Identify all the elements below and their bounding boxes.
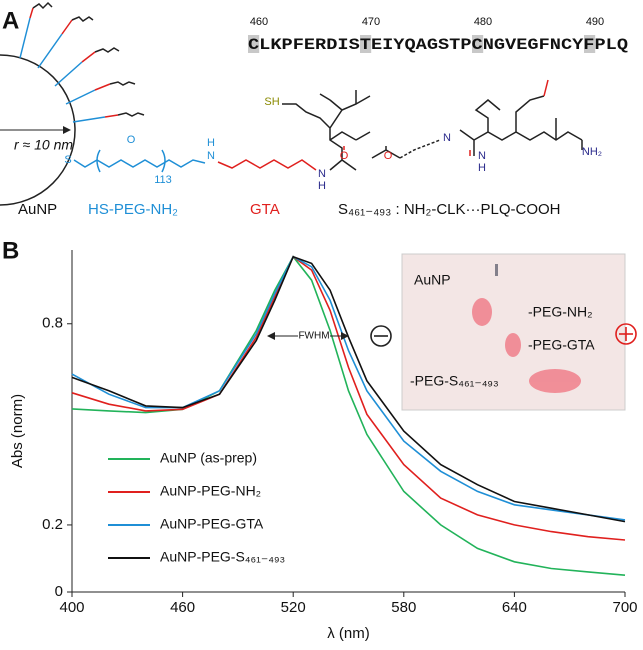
gel-lane-label: -PEG-GTA (528, 337, 595, 353)
label-peg: HS-PEG-NH₂ (88, 201, 178, 218)
atom-label: NH₂ (582, 146, 602, 158)
sequence: CLKPFERDISTEIYQAGSTPCNGVEGFNCYFPLQ (248, 36, 628, 54)
x-tick-label: 400 (59, 599, 84, 616)
nanoparticle (0, 54, 76, 206)
y-tick-label: 0.8 (42, 315, 63, 332)
y-tick-label: 0 (55, 583, 63, 600)
label-aunp: AuNP (18, 201, 57, 218)
legend-label: AuNP-PEG-NH₂ (160, 483, 261, 499)
atom-label: H (318, 180, 326, 192)
structure-bonds (73, 79, 583, 173)
x-tick-label: 700 (612, 599, 637, 616)
residue-number: 480 (474, 16, 492, 28)
gel-lane-label: -PEG-NH₂ (528, 304, 593, 320)
atom-label: 113 (154, 174, 172, 186)
gel-inset (401, 253, 626, 411)
legend-label: AuNP (as-prep) (160, 450, 257, 466)
atom-label: N (207, 150, 215, 162)
atom-label: N (318, 168, 326, 180)
y-axis-title: Abs (norm) (9, 394, 26, 468)
atom-label: O (340, 150, 349, 162)
series-line (71, 255, 626, 541)
x-tick-label: 520 (281, 599, 306, 616)
gel-lane-label: AuNP (414, 272, 451, 288)
sequence-highlights (248, 35, 596, 53)
x-axis-title: λ (nm) (327, 625, 370, 642)
atom-label: SH (264, 96, 279, 108)
legend-label: AuNP-PEG-S₄₆₁₋₄₉₃ (160, 549, 285, 565)
legend-label: AuNP-PEG-GTA (160, 516, 264, 532)
y-tick-label: 0.2 (42, 516, 63, 533)
gel-lane-label: -PEG-S₄₆₁₋₄₉₃ (410, 373, 499, 389)
panel-label: A (2, 7, 19, 34)
radius-label: r ≈ 10 nm (14, 137, 73, 153)
ligand-rays (19, 1, 145, 123)
fwhm-label: FWHM (298, 331, 329, 342)
electrode-symbols (370, 323, 637, 347)
series-line (71, 255, 626, 523)
x-tick-label: 580 (391, 599, 416, 616)
residue-number: 470 (362, 16, 380, 28)
gel-bands (472, 264, 581, 393)
atom-label: O (384, 150, 393, 162)
atom-label: S (64, 154, 71, 166)
x-tick-label: 640 (502, 599, 527, 616)
atom-label: H (207, 137, 215, 149)
x-tick-label: 460 (170, 599, 195, 616)
atom-label: N (478, 150, 486, 162)
atom-label: O (127, 134, 136, 146)
label-gta: GTA (250, 201, 280, 218)
atom-label: N (443, 132, 451, 144)
residue-number: 490 (586, 16, 604, 28)
residue-number: 460 (250, 16, 268, 28)
panel-label: B (2, 237, 19, 264)
atom-label: H (478, 162, 486, 174)
label-peptide: S₄₆₁₋₄₉₃ : NH₂-CLK···PLQ-COOH (338, 201, 561, 218)
